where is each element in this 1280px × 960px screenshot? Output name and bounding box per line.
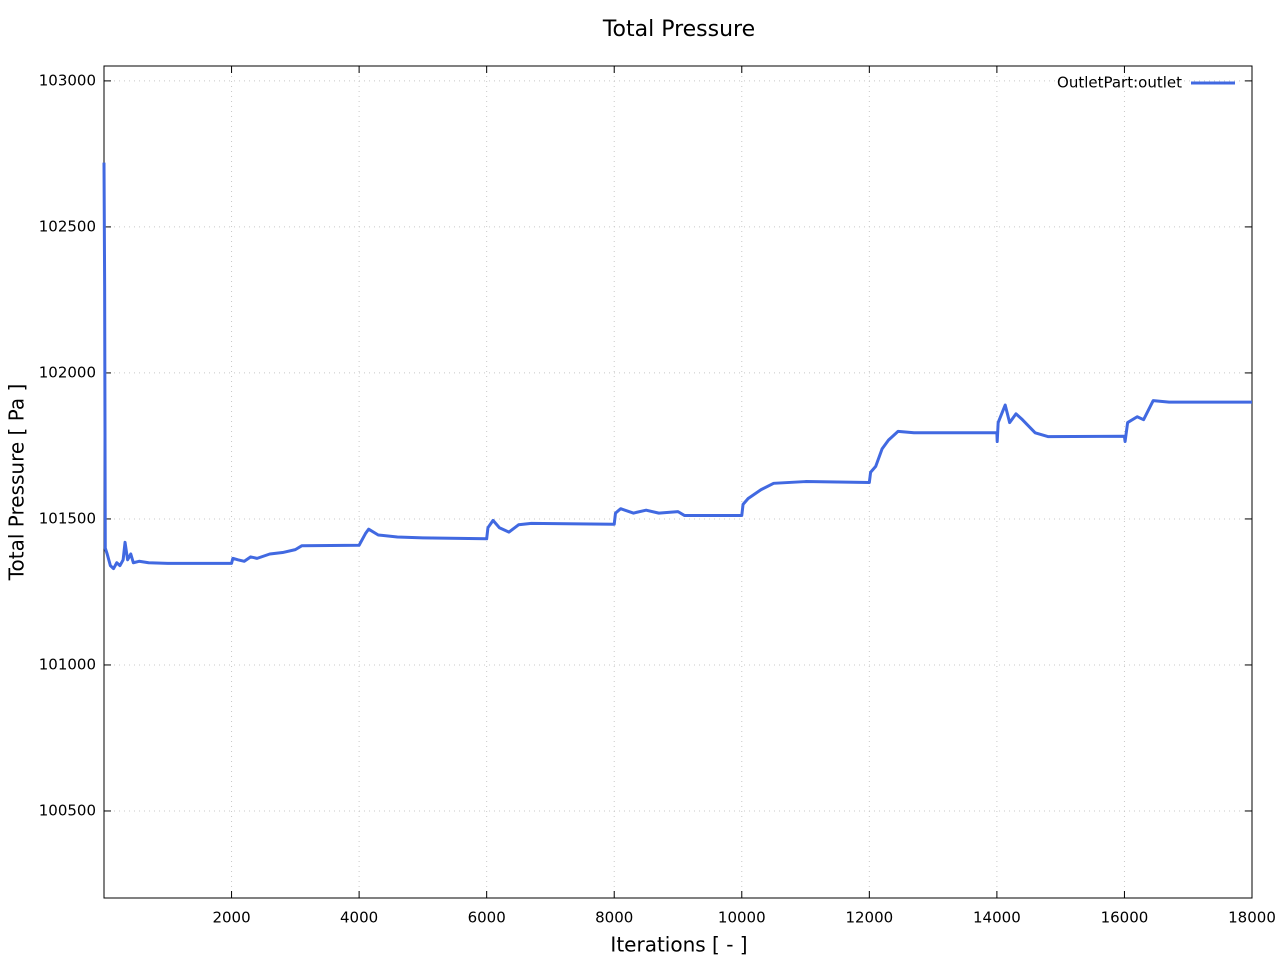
y-tick-label: 100500 xyxy=(39,801,96,819)
x-tick-label: 8000 xyxy=(595,909,633,927)
y-tick-label: 101500 xyxy=(39,509,96,527)
x-tick-label: 10000 xyxy=(718,909,766,927)
x-tick-label: 2000 xyxy=(212,909,250,927)
data-line xyxy=(102,162,1252,571)
chart-title: Total Pressure xyxy=(602,17,755,42)
x-tick-label: 4000 xyxy=(340,909,378,927)
y-tick-label: 102500 xyxy=(39,217,96,235)
x-axis-label: Iterations [ - ] xyxy=(610,933,747,957)
y-tick-label: 102000 xyxy=(39,363,96,381)
x-tick-label: 6000 xyxy=(468,909,506,927)
x-tick-label: 16000 xyxy=(1101,909,1149,927)
y-axis-label: Total Pressure [ Pa ] xyxy=(5,384,29,582)
plot-border xyxy=(103,65,1253,899)
x-tick-label: 12000 xyxy=(845,909,893,927)
y-tick-label: 101000 xyxy=(39,655,96,673)
x-tick-label: 18000 xyxy=(1228,909,1276,927)
y-tick-label: 103000 xyxy=(39,71,96,89)
x-tick-label: 14000 xyxy=(973,909,1021,927)
legend-label: OutletPart:outlet xyxy=(1057,74,1182,92)
